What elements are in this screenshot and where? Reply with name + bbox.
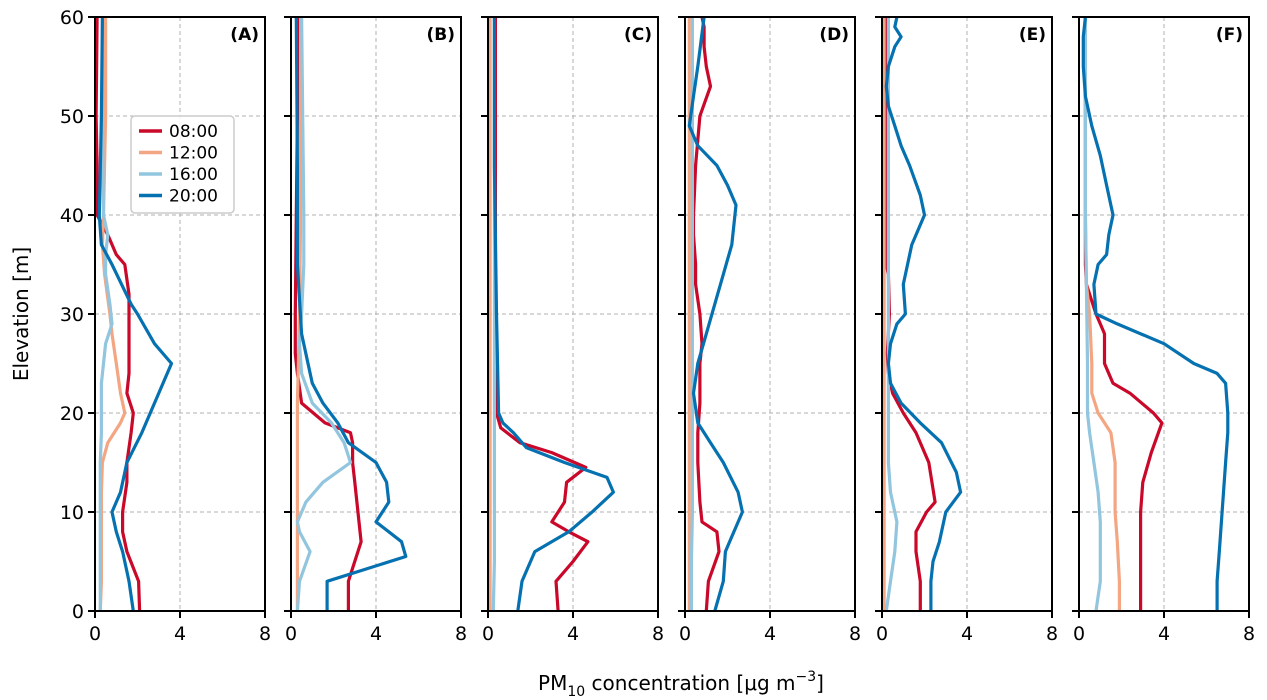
- panel-label: (C): [624, 25, 652, 45]
- panel-a: 0 10 20 30 40 50 60 0 4 8 (A): [60, 7, 271, 645]
- x-tick-label: 0: [89, 623, 101, 645]
- panel-c: 0 4 8 (C): [481, 16, 664, 645]
- legend-label: 08:00: [169, 122, 218, 142]
- y-tick-label: 10: [60, 502, 84, 524]
- series-line-2000: [294, 16, 408, 611]
- y-tick-label: 20: [60, 403, 84, 425]
- series-line-1600: [98, 17, 114, 611]
- x-tick-label: 8: [1243, 623, 1255, 645]
- legend-box: [130, 115, 235, 214]
- x-tick-label: 0: [679, 623, 691, 645]
- panel-f: 0 4 8 (F): [1072, 16, 1255, 645]
- x-tick-label: 4: [370, 623, 382, 645]
- panel-label: (F): [1216, 25, 1243, 45]
- y-tick-label: 60: [60, 7, 84, 29]
- series-line-1200: [295, 17, 303, 611]
- legend-label: 12:00: [169, 144, 218, 164]
- panel-label: (D): [819, 25, 849, 45]
- legend-label: 16:00: [169, 165, 218, 185]
- y-tick-label: 0: [72, 601, 84, 623]
- series-line-0800: [293, 17, 363, 611]
- panel-label: (B): [427, 25, 456, 45]
- series-line-2000: [492, 17, 616, 612]
- x-tick-label: 4: [174, 623, 186, 645]
- x-tick-label: 0: [1073, 623, 1085, 645]
- series-line-0800: [493, 17, 590, 612]
- x-tick-label: 8: [652, 623, 664, 645]
- y-tick-label: 50: [60, 106, 84, 128]
- panel-d: 0 4 8 (D): [678, 16, 861, 645]
- series-line-2000: [884, 16, 963, 611]
- x-tick-label: 8: [259, 623, 271, 645]
- x-tick-label: 8: [849, 623, 861, 645]
- panel-label: (A): [230, 25, 259, 45]
- series-line-1600: [295, 16, 353, 612]
- x-axis-label: PM10 concentration [μg m−3]: [538, 669, 824, 700]
- series-line-2000: [1081, 16, 1230, 611]
- x-tick-label: 4: [1158, 623, 1170, 645]
- y-tick-label: 40: [60, 205, 84, 227]
- series-line-1600: [689, 17, 695, 611]
- x-tick-label: 4: [764, 623, 776, 645]
- legend-label: 20:00: [169, 187, 218, 207]
- y-axis-label: Elevation [m]: [9, 247, 33, 381]
- x-tick-label: 0: [482, 623, 494, 645]
- panel-label: (E): [1019, 25, 1046, 45]
- x-tick-label: 8: [1046, 623, 1058, 645]
- x-tick-label: 0: [285, 623, 297, 645]
- x-tick-label: 8: [455, 623, 467, 645]
- series-line-1600: [884, 17, 899, 612]
- series-line-2000: [687, 16, 745, 612]
- x-tick-label: 0: [876, 623, 888, 645]
- panel-e: 0 4 8 (E): [875, 16, 1058, 645]
- x-tick-label: 4: [961, 623, 973, 645]
- series-line-1600: [1083, 17, 1102, 612]
- x-tick-label: 4: [567, 623, 579, 645]
- panel-b: 0 4 8 (B): [284, 16, 467, 645]
- series-line-2000: [97, 16, 174, 612]
- y-tick-label: 30: [60, 304, 84, 326]
- series-line-0800: [691, 16, 721, 612]
